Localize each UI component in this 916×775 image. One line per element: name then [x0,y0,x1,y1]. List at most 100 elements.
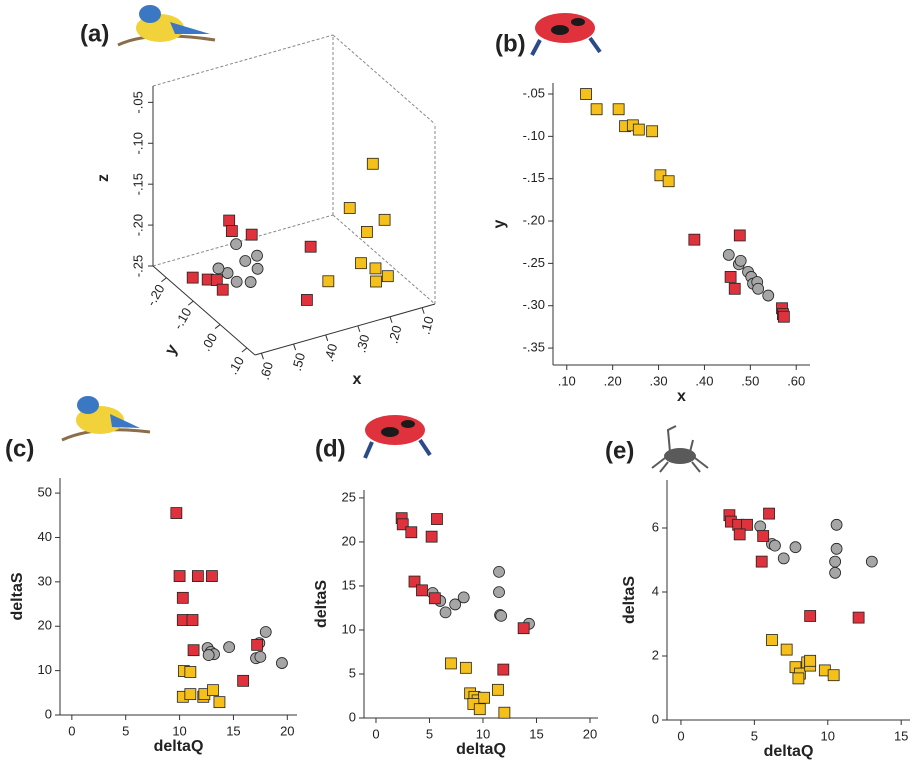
point [224,215,235,226]
x-tick-label: 5 [122,723,129,738]
point [213,263,224,274]
point [203,650,214,661]
point [729,283,740,294]
y-tick-label: 2 [652,647,659,662]
x-tick-label: 10 [476,726,490,741]
y-axis-label: deltaS [621,576,638,624]
bird-icon [62,396,150,440]
point [361,226,372,237]
y-tick-label: -.30 [523,297,545,312]
y-axis-label: deltaS [313,580,330,628]
point [828,670,839,681]
point [185,689,196,700]
x-tick-label: .50 [289,351,308,372]
point [735,255,746,266]
point [246,229,257,240]
point [370,263,381,274]
point [764,508,775,519]
y-tick-label: -.15 [523,170,545,185]
x-tick-label: .40 [695,373,713,388]
point [252,250,263,261]
y-tick-label: 0 [349,709,356,724]
panel-label: (c) [5,435,34,462]
y-tick-label: 50 [38,485,52,500]
point [301,294,312,305]
y-tick-label: 25 [342,489,356,504]
x-tick [294,344,296,350]
y-tick-label: 15 [342,577,356,592]
point [518,623,529,634]
point [177,592,188,603]
point [371,276,382,287]
box-edge [153,35,333,86]
point [185,666,196,677]
point [479,692,490,703]
y-tick-label: 0 [652,711,659,726]
point [188,645,199,656]
point [226,226,237,237]
point [445,658,456,669]
y-axis-label: y [162,342,181,358]
point [734,230,745,241]
y-tick-label: 0 [45,706,52,721]
frog-icon [532,13,600,55]
y-tick-label: 6 [652,519,659,534]
x-tick-label: .30 [353,333,372,354]
box-edge [333,35,435,124]
point [276,658,287,669]
point [187,615,198,626]
point [492,684,503,695]
y-axis-label: y [491,219,508,228]
frog-icon [365,415,430,458]
point [245,277,256,288]
y-tick [215,325,220,329]
point [494,587,505,598]
point [793,673,804,684]
point [252,639,263,650]
x-tick-label: 10 [172,723,186,738]
point [689,234,700,245]
x-tick-label: .20 [604,373,622,388]
point [581,89,592,100]
point [769,540,780,551]
panel-label: (a) [80,20,109,47]
point [252,263,263,274]
point [429,593,440,604]
y-tick-label: -.05 [523,85,545,100]
point [805,655,816,666]
x-tick-label: .60 [257,360,276,381]
point [866,556,877,567]
point [763,290,774,301]
point [231,276,242,287]
box-edge [255,304,435,355]
point [356,258,367,269]
point [474,704,485,715]
point [206,571,217,582]
point [647,126,658,137]
point [778,311,789,322]
point [240,256,251,267]
point [831,519,842,530]
point [591,104,602,115]
x-tick-label: 0 [677,728,684,743]
point [260,627,271,638]
x-tick [326,335,328,341]
point [344,202,355,213]
y-tick-label: 5 [349,665,356,680]
point [426,531,437,542]
point [496,610,507,621]
x-tick-label: .40 [321,342,340,363]
y-tick-label: 4 [652,583,659,598]
point [192,571,203,582]
y-tick [188,301,193,305]
x-tick [261,353,263,359]
x-tick [358,326,360,332]
z-tick-label: -.10 [130,132,145,154]
point [382,271,393,282]
point [499,707,510,718]
panel-label: (d) [315,435,346,462]
y-tick-label: .10 [225,354,247,377]
y-tick-label: -.10 [170,305,194,332]
point [231,239,242,250]
point [805,611,816,622]
